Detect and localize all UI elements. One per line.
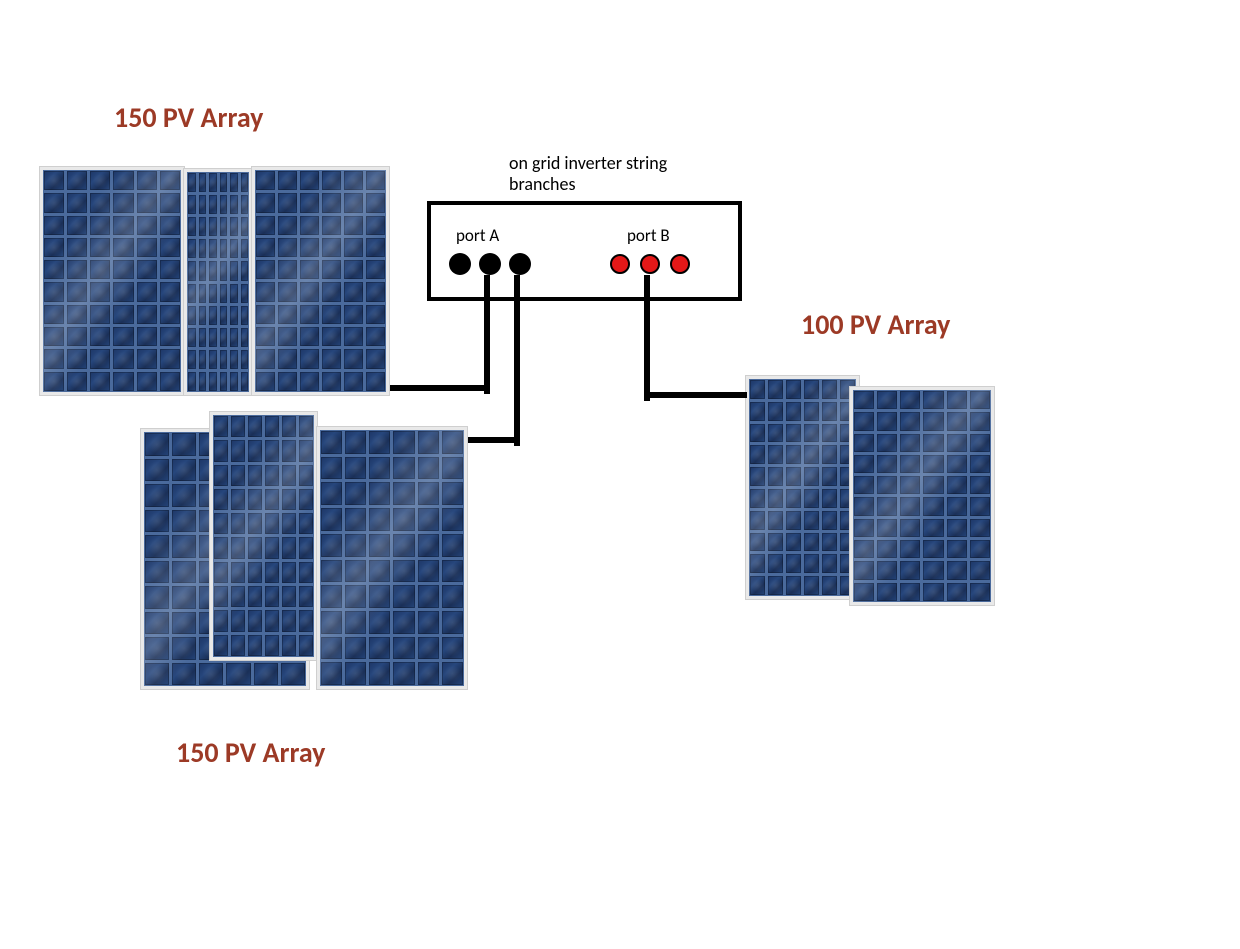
wire xyxy=(484,275,490,394)
solar-panel xyxy=(316,426,468,690)
solar-panel xyxy=(209,411,318,661)
wire xyxy=(647,392,747,398)
solar-panel xyxy=(183,168,253,396)
port-label: port A xyxy=(456,225,499,246)
array-title: 150 PV Array xyxy=(176,735,325,770)
wire xyxy=(390,385,487,391)
inverter-port xyxy=(509,253,531,275)
array-title: 100 PV Array xyxy=(801,307,950,342)
inverter-port xyxy=(449,253,471,275)
inverter-port xyxy=(640,254,660,274)
diagram-stage: 150 PV Array 150 PV Array 100 PV Array on g… xyxy=(0,0,1240,949)
inverter-caption: on grid inverter string branches xyxy=(509,153,667,194)
wire xyxy=(644,275,650,401)
inverter-port xyxy=(479,253,501,275)
solar-panel xyxy=(745,375,860,600)
solar-panel xyxy=(849,386,995,606)
port-label: port B xyxy=(627,225,670,246)
array-title: 150 PV Array xyxy=(114,100,263,135)
solar-panel xyxy=(39,166,185,396)
solar-panel xyxy=(251,166,390,396)
inverter-port xyxy=(610,254,630,274)
inverter-box xyxy=(427,201,742,301)
inverter-port xyxy=(670,254,690,274)
wire xyxy=(468,437,520,443)
wire xyxy=(514,275,520,446)
